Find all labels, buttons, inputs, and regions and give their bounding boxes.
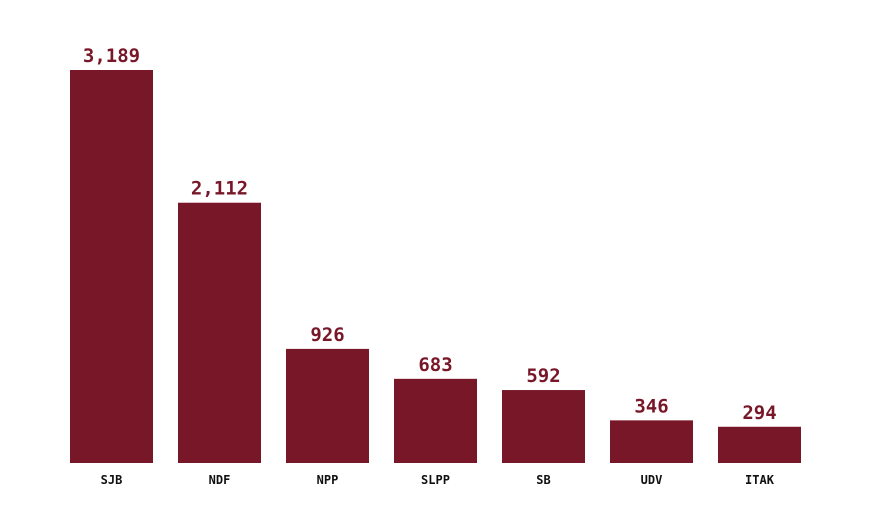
- bar-udv: [610, 420, 693, 463]
- value-label-slpp: 683: [418, 354, 452, 376]
- value-label-ndf: 2,112: [191, 178, 248, 200]
- x-axis-tick-labels: SJB NDF NPP SLPP SB UDV ITAK: [101, 473, 775, 487]
- bar-itak: [718, 426, 801, 463]
- value-label-sjb: 3,189: [83, 45, 140, 67]
- tick-label-sjb: SJB: [101, 473, 123, 487]
- tick-label-itak: ITAK: [745, 473, 775, 487]
- value-label-itak: 294: [742, 402, 776, 424]
- bar-sjb: [70, 70, 153, 463]
- bar-ndf: [178, 202, 261, 463]
- tick-label-slpp: SLPP: [421, 473, 450, 487]
- value-label-sb: 592: [526, 365, 560, 387]
- value-labels-group: 3,189 2,112 926 683 592 346 294: [83, 45, 777, 424]
- tick-label-ndf: NDF: [209, 473, 231, 487]
- tick-label-udv: UDV: [641, 473, 663, 487]
- bar-npp: [286, 348, 369, 463]
- bar-slpp: [394, 378, 477, 463]
- value-label-udv: 346: [634, 395, 668, 417]
- bar-sb: [502, 390, 585, 463]
- bars-group: [70, 70, 801, 463]
- tick-label-sb: SB: [536, 473, 550, 487]
- value-label-npp: 926: [310, 324, 344, 346]
- tick-label-npp: NPP: [317, 473, 339, 487]
